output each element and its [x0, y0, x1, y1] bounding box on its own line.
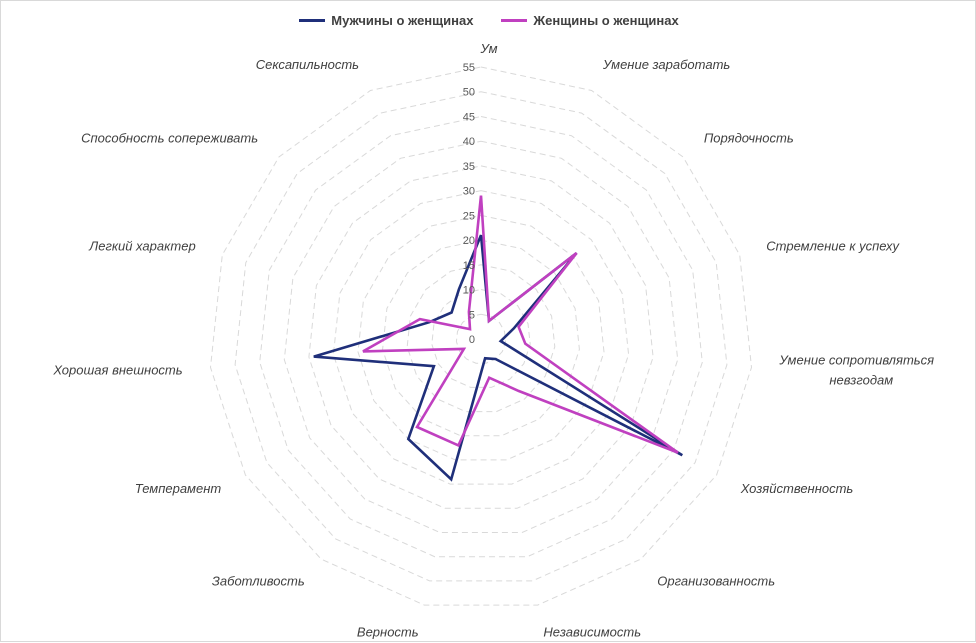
tick-label-40: 40: [463, 136, 475, 148]
category-label-12: Легкий характер: [88, 238, 195, 253]
category-label-7: Независимость: [543, 624, 641, 639]
tick-label-50: 50: [463, 87, 475, 99]
grid-ring-45: [260, 117, 703, 557]
category-label-3: Стремление к успеху: [766, 238, 900, 253]
tick-label-55: 55: [463, 62, 475, 74]
tick-label-20: 20: [463, 235, 475, 247]
series-line-1: [314, 235, 683, 479]
series-layer: [314, 196, 683, 480]
grid-ring-20: [383, 240, 580, 436]
grid-ring-5: [456, 314, 505, 363]
category-label-13: Способность сопереживать: [81, 130, 258, 145]
grid-ring-25: [358, 215, 604, 460]
category-label-11: Хорошая внешность: [52, 362, 182, 377]
category-label-10: Темперамент: [135, 481, 222, 496]
tick-label-5: 5: [469, 309, 475, 321]
category-label-2: Порядочность: [704, 130, 794, 145]
grid-ring-35: [309, 166, 653, 508]
category-label-8: Верность: [357, 624, 419, 639]
tick-label-10: 10: [463, 285, 475, 297]
category-label-6: Организованность: [657, 574, 775, 589]
tick-label-25: 25: [463, 210, 475, 222]
grid-ring-55: [211, 67, 752, 605]
category-label-0: Ум: [479, 41, 497, 56]
grid-ring-50: [235, 92, 727, 581]
label-layer: 0 5 10 15 20 25 30 35 40 45 50 55 Ум Умение заработат…: [52, 41, 934, 639]
category-label-14: Сексапильность: [256, 57, 359, 72]
category-label-9: Заботливость: [212, 574, 305, 589]
grid-layer: [211, 67, 752, 605]
category-label-5: Хозяйственность: [740, 481, 854, 496]
tick-label-0: 0: [469, 334, 475, 346]
category-label-1: Умение заработать: [602, 57, 730, 72]
tick-label-15: 15: [463, 260, 475, 272]
tick-label-45: 45: [463, 112, 475, 124]
tick-label-35: 35: [463, 161, 475, 173]
tick-label-30: 30: [463, 186, 475, 198]
series-line-2: [363, 196, 678, 453]
